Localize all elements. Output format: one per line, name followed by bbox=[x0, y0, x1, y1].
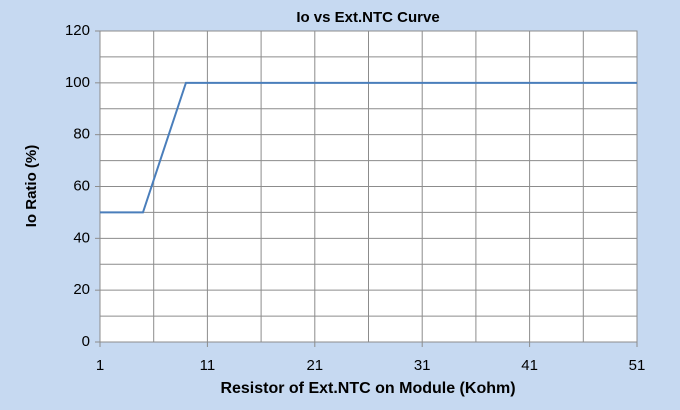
y-tick-label: 80 bbox=[73, 126, 90, 143]
y-tick-label: 60 bbox=[73, 177, 90, 194]
x-tick-label: 11 bbox=[200, 357, 216, 374]
y-tick-label: 100 bbox=[65, 74, 90, 91]
x-axis-label: Resistor of Ext.NTC on Module (Kohm) bbox=[220, 380, 515, 397]
x-tick-label: 1 bbox=[96, 357, 104, 374]
x-tick-label: 21 bbox=[306, 357, 323, 374]
x-tick-label: 41 bbox=[521, 357, 538, 374]
y-tick-label: 0 bbox=[82, 333, 90, 350]
y-axis-label: Io Ratio (%) bbox=[23, 145, 40, 228]
y-tick-label: 120 bbox=[65, 22, 90, 39]
x-tick-label: 31 bbox=[414, 357, 431, 374]
data-line bbox=[100, 81, 637, 214]
x-tick-label: 51 bbox=[629, 357, 646, 374]
y-tick-label: 40 bbox=[73, 229, 90, 246]
chart-title: Io vs Ext.NTC Curve bbox=[296, 9, 439, 26]
y-tick-label: 20 bbox=[73, 281, 90, 298]
